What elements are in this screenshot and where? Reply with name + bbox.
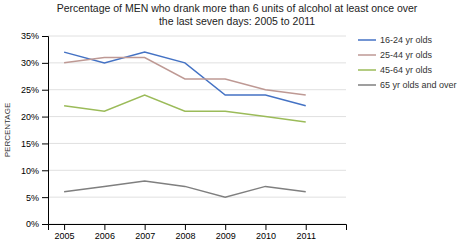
x-axis: 2005 2006 2007 2008 2009 2010 2011: [49, 224, 347, 241]
x-tick-label: 2006: [95, 231, 115, 241]
grid-line: [48, 143, 346, 144]
y-tick: 10%: [21, 166, 48, 176]
y-tick-label: 35%: [21, 31, 39, 41]
legend-item: 45-64 yr olds: [358, 65, 433, 75]
y-axis-title: PERCENTAGE: [3, 103, 12, 158]
y-tick: 30%: [21, 58, 48, 68]
x-tick: 2008: [175, 224, 195, 241]
legend-swatch: [358, 84, 376, 86]
x-tick-mark: [145, 224, 146, 230]
grid-line: [48, 89, 346, 90]
y-tick: 25%: [21, 85, 48, 95]
y-tick-label: 20%: [21, 112, 39, 122]
x-tick: 2009: [216, 224, 236, 241]
title-line: the last seven days: 2005 to 2011: [159, 15, 315, 27]
x-tick: 2011: [297, 224, 316, 241]
y-tick: 5%: [26, 193, 48, 203]
x-tick-label: 2008: [175, 231, 195, 241]
y-tick-label: 5%: [26, 193, 39, 203]
y-tick-label: 10%: [21, 166, 39, 176]
grid: [48, 36, 346, 224]
legend-item: 16-24 yr olds: [358, 35, 433, 45]
legend-label: 16-24 yr olds: [380, 35, 433, 45]
series-line: [64, 95, 306, 122]
x-axis-line: [49, 225, 347, 231]
x-tick-label: 2011: [297, 231, 316, 241]
x-tick: 2006: [95, 224, 115, 241]
grid-line: [48, 197, 346, 198]
legend-item: 25-44 yr olds: [358, 50, 433, 60]
y-tick: 35%: [21, 31, 48, 41]
chart: 2005 2006 2007 2008 2009 2010 2011 0% 5% 10% 15% 20…: [0, 0, 474, 246]
legend-label: 25-44 yr olds: [380, 50, 433, 60]
y-tick-label: 30%: [21, 58, 39, 68]
grid-line: [48, 62, 346, 63]
y-tick-label: 25%: [21, 85, 39, 95]
grid-line: [48, 170, 346, 171]
x-tick-mark: [104, 224, 105, 230]
legend: 16-24 yr olds 25-44 yr olds 45-64 yr olds 6…: [358, 35, 457, 90]
y-tick-mark: [42, 90, 48, 91]
legend-item: 65 yr olds and over: [358, 80, 457, 90]
plot-area: [64, 52, 306, 197]
x-tick-label: 2005: [55, 231, 75, 241]
x-tick-mark: [225, 224, 226, 230]
y-tick-mark: [42, 224, 48, 225]
title: Percentage of MEN who drank more than 6 …: [57, 2, 418, 27]
x-tick-mark: [64, 224, 65, 230]
y-tick-mark: [42, 36, 48, 37]
x-tick: 2007: [135, 224, 155, 241]
x-tick-mark: [265, 224, 266, 230]
legend-swatch: [358, 69, 376, 71]
y-tick-label: 0%: [26, 219, 39, 229]
y-tick-label: 15%: [21, 139, 39, 149]
title-line: Percentage of MEN who drank more than 6 …: [57, 2, 418, 14]
x-tick-label: 2007: [135, 231, 155, 241]
legend-label: 45-64 yr olds: [380, 65, 433, 75]
y-tick-mark: [42, 117, 48, 118]
legend-swatch: [358, 54, 376, 56]
y-tick: 20%: [21, 112, 48, 122]
x-tick-mark: [306, 224, 307, 230]
x-tick: 2010: [256, 224, 276, 241]
series-line: [64, 52, 306, 106]
x-tick: 2005: [55, 224, 75, 241]
y-tick: 15%: [21, 139, 48, 149]
legend-label: 65 yr olds and over: [380, 80, 457, 90]
x-tick-label: 2010: [256, 231, 276, 241]
y-axis: 0% 5% 10% 15% 20% 25% 30% 35%: [21, 31, 49, 229]
grid-line: [48, 36, 346, 37]
x-tick-label: 2009: [216, 231, 236, 241]
legend-swatch: [358, 39, 376, 41]
x-tick-mark: [185, 224, 186, 230]
series-line: [64, 181, 306, 197]
y-tick-mark: [42, 63, 48, 64]
y-axis-line: [42, 37, 49, 225]
series-line: [64, 57, 306, 95]
y-tick-mark: [42, 197, 48, 198]
y-tick-mark: [42, 143, 48, 144]
y-tick: 0%: [26, 219, 48, 229]
y-tick-mark: [42, 170, 48, 171]
grid-line: [48, 116, 346, 117]
